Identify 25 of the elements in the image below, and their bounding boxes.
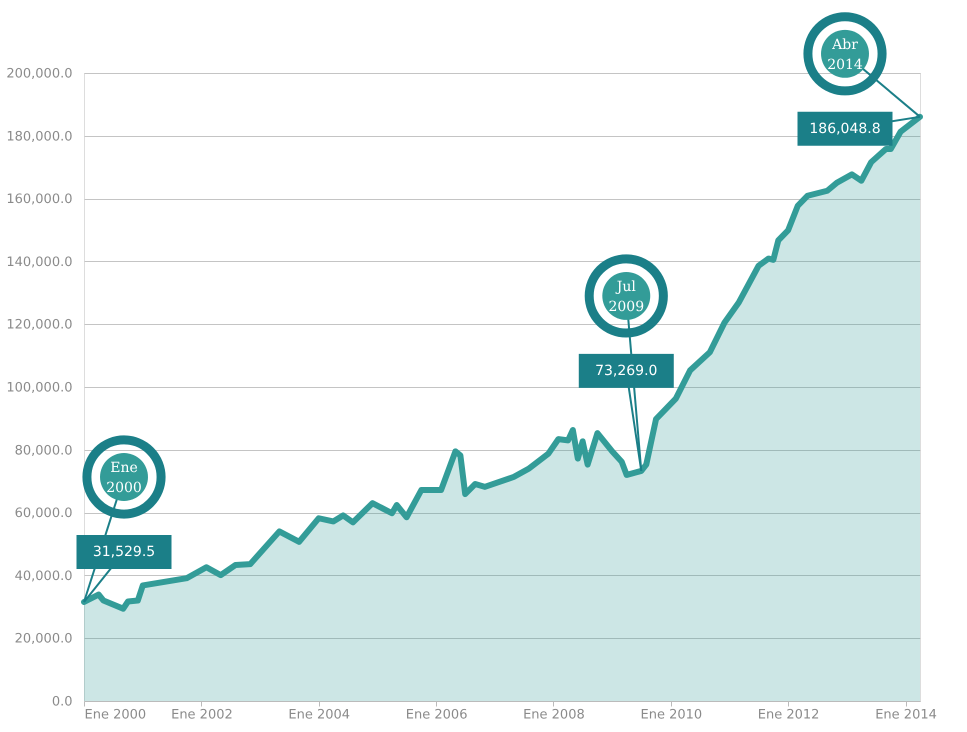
y-tick-label: 200,000.0: [6, 66, 72, 82]
annotation: 186,048.8: [809, 120, 881, 137]
x-tick-label: Ene 2012: [758, 708, 820, 722]
annotation: Ene 2000: [106, 460, 142, 496]
annotation: Abr 2014: [827, 36, 863, 73]
annotation: 31,529.5: [92, 544, 156, 560]
y-tick-label: 120,000.0: [6, 318, 72, 333]
x-tick-label: Ene 2008: [523, 708, 585, 722]
annotation: 73,269.0: [595, 362, 658, 379]
y-tick-label: 160,000.0: [6, 192, 72, 208]
y-tick-label: 140,000.0: [6, 254, 72, 270]
y-tick-label: 100,000.0: [6, 380, 72, 396]
x-tick-label: Ene 2004: [288, 708, 350, 722]
x-tick-label: Ene 2014: [875, 708, 937, 722]
x-tick-label: Ene 2000: [84, 708, 146, 722]
y-tick-label: 80,000.0: [14, 443, 72, 458]
y-tick-label: 60,000.0: [14, 506, 72, 522]
annotation: Jul 2009: [608, 278, 644, 315]
y-tick-label: 0.0: [52, 694, 72, 710]
x-tick-label: Ene 2006: [406, 708, 468, 722]
x-tick-label: Ene 2010: [640, 708, 702, 722]
y-tick-label: 20,000.0: [14, 632, 72, 647]
x-tick-label: Ene 2002: [171, 708, 233, 722]
y-tick-label: 180,000.0: [6, 129, 72, 144]
y-tick-label: 40,000.0: [14, 568, 72, 584]
